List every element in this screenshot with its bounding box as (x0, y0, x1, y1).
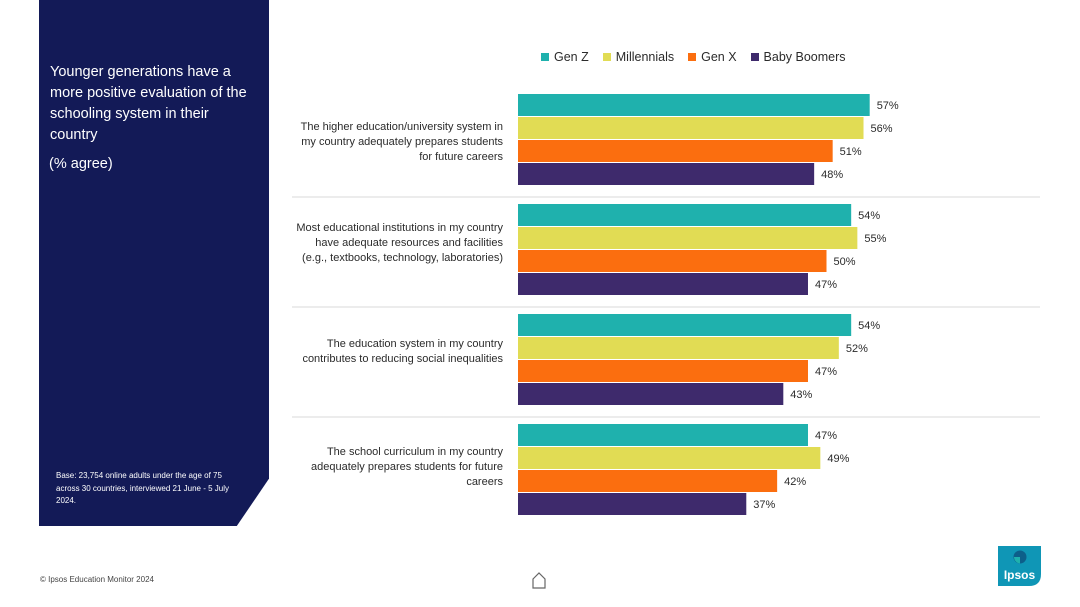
legend: Gen Z Millennials Gen X Baby Boomers (541, 48, 846, 66)
data-label-baby-boomers-4: 37% (753, 499, 775, 511)
bar-gen-x-4 (518, 470, 778, 492)
chart-title: Younger generations have a more positive… (50, 64, 247, 143)
legend-label-baby-boomers: Baby Boomers (763, 50, 846, 64)
bar-gen-z-2 (518, 204, 852, 226)
base-note: Base: 23,754 online adults under the age… (56, 471, 229, 505)
ipsos-logo: Ipsos (998, 546, 1041, 586)
bar-gen-z-1 (518, 94, 870, 116)
legend-item-baby-boomers: Baby Boomers (750, 50, 846, 64)
bar-gen-x-2 (518, 250, 827, 272)
data-label-gen-x-4: 42% (784, 476, 806, 488)
legend-label-millennials: Millennials (615, 50, 675, 64)
legend-label-gen-z: Gen Z (554, 50, 589, 64)
footer-copyright: © Ipsos Education Monitor 2024 (40, 575, 154, 584)
category-label-social-inequalities: The education system in my country contr… (302, 338, 503, 365)
bar-millennials-3 (518, 337, 839, 359)
side-panel: Younger generations have a more positive… (39, 0, 269, 526)
logo-text: Ipsos (1004, 568, 1036, 582)
bar-millennials-2 (518, 227, 858, 249)
legend-swatch-millennials (602, 53, 611, 61)
data-label-baby-boomers-1: 48% (821, 169, 843, 181)
data-label-gen-z-4: 47% (815, 430, 837, 442)
data-label-millennials-3: 52% (846, 343, 868, 355)
legend-swatch-gen-x (688, 53, 697, 61)
bar-millennials-1 (518, 117, 864, 139)
legend-label-gen-x: Gen X (701, 50, 737, 64)
bar-millennials-4 (518, 447, 821, 469)
data-label-gen-x-3: 47% (815, 366, 837, 378)
bar-baby-boomers-2 (518, 273, 808, 295)
legend-swatch-gen-z (541, 53, 549, 61)
bar-gen-x-3 (518, 360, 808, 382)
category-label-institutions-resources: Most educational institutions in my coun… (296, 222, 503, 264)
data-label-baby-boomers-2: 47% (815, 279, 837, 291)
bar-gen-z-4 (518, 424, 808, 446)
legend-swatch-baby-boomers (750, 53, 759, 61)
category-label-school-curriculum: The school curriculum in my country adeq… (310, 446, 503, 488)
data-label-millennials-1: 56% (871, 123, 893, 135)
data-label-gen-z-2: 54% (858, 210, 880, 222)
bar-baby-boomers-1 (518, 163, 815, 185)
data-label-gen-x-2: 50% (834, 256, 856, 268)
bar-baby-boomers-3 (518, 383, 784, 405)
bar-gen-z-3 (518, 314, 852, 336)
data-label-gen-z-1: 57% (877, 100, 899, 112)
category-label-higher-education: The higher education/university system i… (300, 121, 503, 163)
home-icon[interactable] (531, 570, 547, 590)
data-label-millennials-2: 55% (864, 233, 886, 245)
data-label-gen-x-1: 51% (840, 146, 862, 158)
bar-baby-boomers-4 (518, 493, 747, 515)
bar-gen-x-1 (518, 140, 833, 162)
legend-item-gen-z: Gen Z (541, 50, 589, 64)
data-label-gen-z-3: 54% (858, 320, 880, 332)
chart-subtitle: (% agree) (49, 156, 113, 172)
data-label-baby-boomers-3: 43% (790, 389, 812, 401)
data-label-millennials-4: 49% (827, 453, 849, 465)
legend-item-millennials: Millennials (602, 50, 675, 64)
legend-item-gen-x: Gen X (688, 50, 737, 64)
